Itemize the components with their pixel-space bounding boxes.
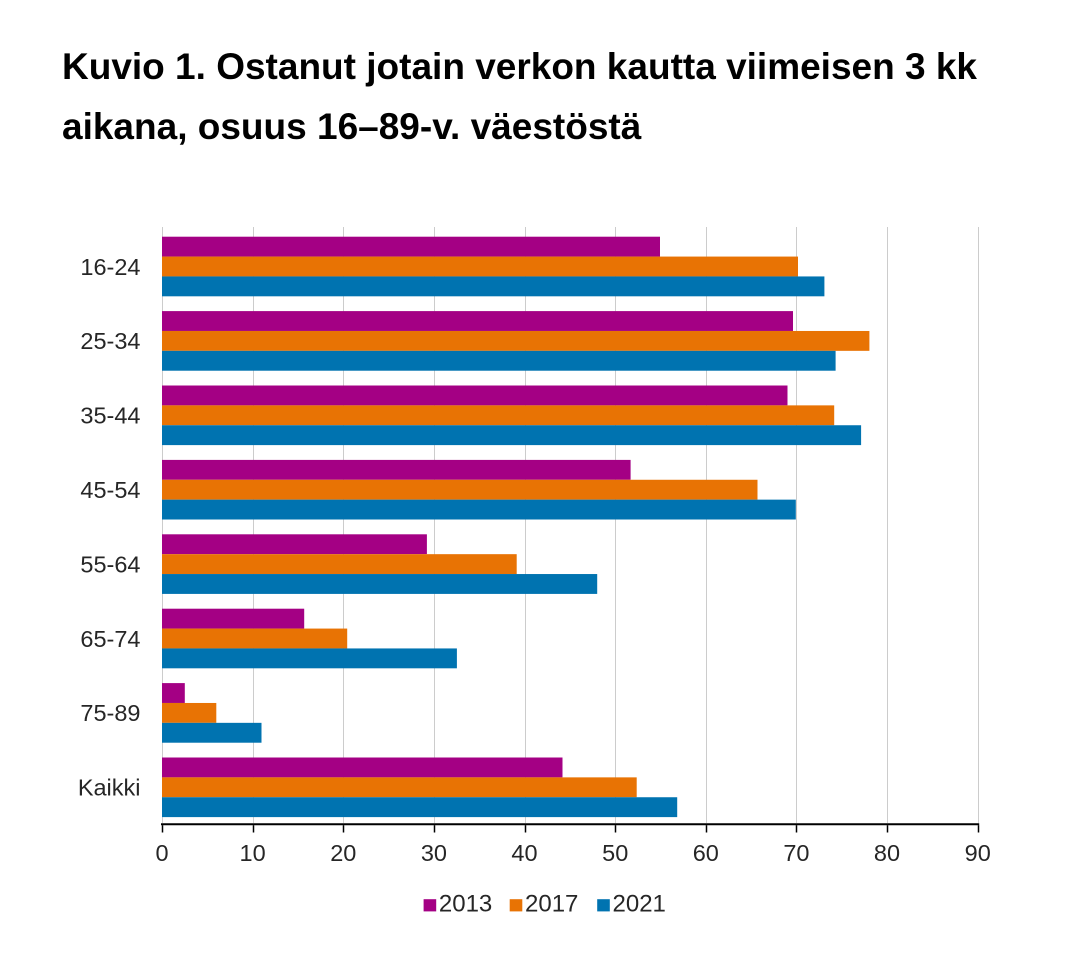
svg-text:10: 10: [240, 840, 266, 866]
svg-text:2017: 2017: [525, 891, 578, 918]
svg-text:70: 70: [783, 840, 809, 866]
svg-text:90: 90: [965, 840, 991, 866]
svg-text:2013: 2013: [439, 891, 492, 918]
svg-text:60: 60: [693, 840, 719, 866]
svg-text:25-34: 25-34: [80, 328, 140, 354]
svg-text:75-89: 75-89: [80, 700, 140, 726]
svg-text:35-44: 35-44: [80, 403, 140, 429]
svg-text:40: 40: [511, 840, 537, 866]
svg-text:16-24: 16-24: [80, 254, 140, 280]
svg-text:20: 20: [330, 840, 356, 866]
svg-text:50: 50: [602, 840, 628, 866]
svg-text:Kaikki: Kaikki: [78, 775, 141, 801]
svg-text:2021: 2021: [613, 891, 666, 918]
svg-text:30: 30: [421, 840, 447, 866]
svg-text:0: 0: [155, 840, 168, 866]
svg-text:45-54: 45-54: [80, 477, 140, 503]
svg-text:65-74: 65-74: [80, 626, 140, 652]
svg-text:55-64: 55-64: [80, 551, 140, 577]
svg-text:80: 80: [874, 840, 900, 866]
